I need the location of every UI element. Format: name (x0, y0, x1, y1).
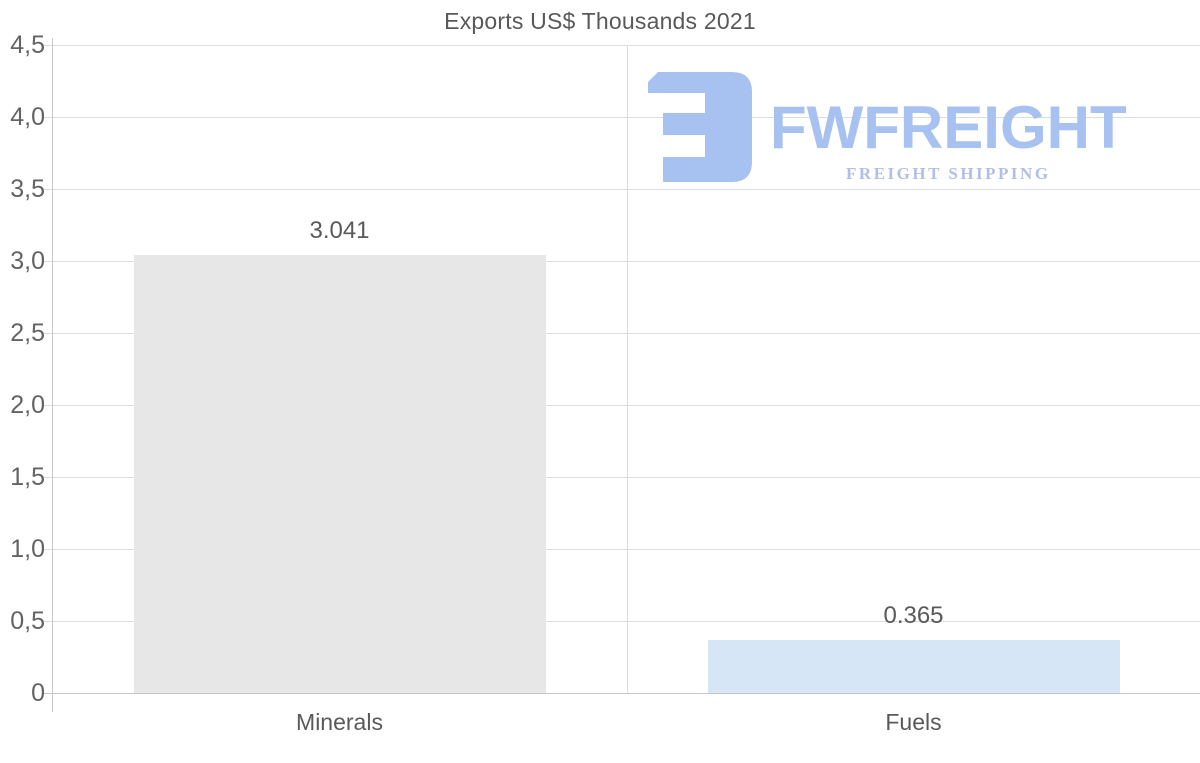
category-label-fuels: Fuels (885, 709, 942, 735)
category-divider-line (627, 45, 628, 693)
value-label-minerals: 3.041 (309, 217, 370, 245)
gridline-y-3_0 (44, 260, 1200, 262)
ytick-label: 4,5 (10, 31, 45, 59)
ytick-label: 2,5 (10, 319, 45, 347)
value-label-fuels: 0.365 (883, 602, 944, 630)
ytick-label: 1,5 (10, 463, 45, 491)
logo-text-block: FWFREIGHT FREIGHT SHIPPING (770, 72, 1127, 184)
logo-wordmark: FWFREIGHT (770, 94, 1127, 161)
category-label-minerals: Minerals (296, 709, 383, 735)
gridline-y-1_0 (44, 548, 1200, 550)
bar-fuels (707, 640, 1120, 693)
gridline-y-4_5 (44, 44, 1200, 46)
ytick-label: 1,0 (10, 535, 45, 563)
ytick-label: 2,0 (10, 391, 45, 419)
gridline-y-3_5 (44, 188, 1200, 190)
ytick-label: 0,5 (10, 607, 45, 635)
gridline-y-0_5 (44, 620, 1200, 622)
gridline-y-2_0 (44, 404, 1200, 406)
ytick-label: 3,5 (10, 175, 45, 203)
logo-tagline: FREIGHT SHIPPING (846, 164, 1051, 183)
ytick-label: 4,0 (10, 103, 45, 131)
gridline-y-1_5 (44, 476, 1200, 478)
gridline-y-4_0 (44, 116, 1200, 118)
gridline-y-2_5 (44, 332, 1200, 334)
bar-minerals (133, 255, 546, 693)
ytick-label: 3,0 (10, 247, 45, 275)
ytick-label: 0 (31, 679, 45, 707)
gridline-y-0 (44, 692, 1200, 694)
fwfreight-logo: FWFREIGHT FREIGHT SHIPPING (644, 72, 1127, 184)
chart-title: Exports US$ Thousands 2021 (444, 8, 756, 34)
y-axis-line (52, 38, 53, 712)
fwfreight-logo-icon (648, 72, 752, 182)
